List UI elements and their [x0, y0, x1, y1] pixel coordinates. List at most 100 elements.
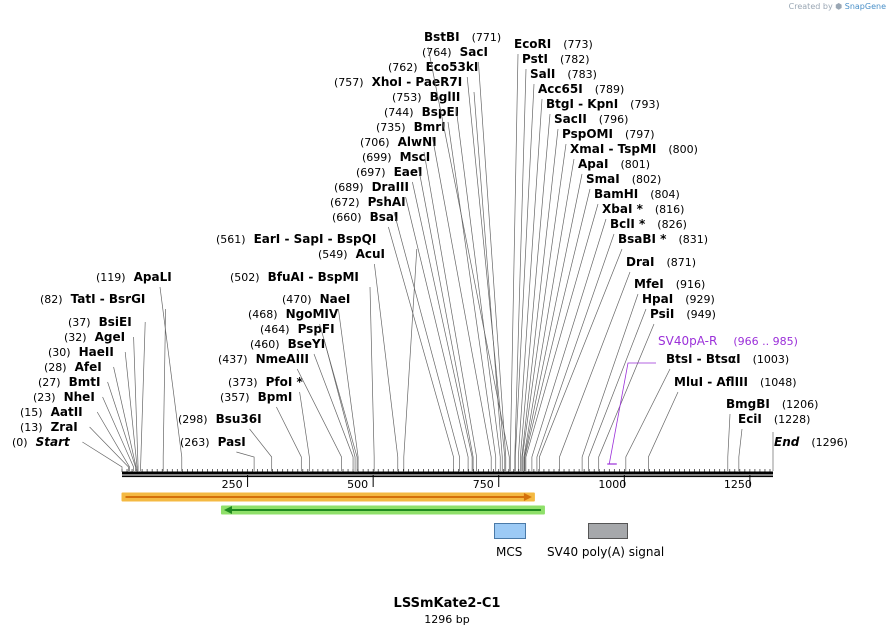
ruler-label-250: 250: [222, 478, 243, 491]
backbone-bottom: [122, 475, 773, 478]
site-connector: [96, 411, 130, 471]
site-afei-28: (28) AfeI: [44, 360, 137, 471]
site-connector: [82, 441, 123, 471]
site-connector: [296, 368, 342, 471]
primer-sv40pa-r: SV40pA-R (966 .. 985): [607, 334, 798, 465]
site-label: (464) PspFI: [260, 322, 335, 336]
site-btgi-793: BtgI - KpnI (793): [519, 97, 660, 471]
site-label: (437) NmeAIII: [218, 352, 309, 366]
site-label: DraI (871): [626, 255, 696, 269]
ruler-label-1000: 1000: [598, 478, 626, 491]
site-end-1296: End (1296): [772, 432, 848, 471]
site-label: (30) HaeII: [48, 345, 114, 359]
site-pasi-263: (263) PasI: [180, 435, 255, 471]
site-connector: [517, 98, 543, 471]
site-connector: [423, 151, 477, 471]
site-connector: [478, 61, 507, 471]
site-connector: [524, 173, 583, 471]
site-connector: [323, 338, 356, 471]
site-connector: [133, 336, 139, 471]
site-bsu36i-298: (298) Bsu36I: [178, 412, 273, 471]
site-connector: [521, 128, 559, 471]
site-label: (502) BfuAI - BspMI: [230, 270, 359, 284]
feature-arrowhead: [223, 506, 232, 514]
site-connector: [102, 396, 134, 471]
site-btsi-1003: BtsI - BtsαI (1003): [625, 352, 789, 471]
site-pspfi-464: (464) PspFI: [260, 322, 356, 471]
site-label: (28) AfeI: [44, 360, 102, 374]
site-connector: [559, 271, 631, 471]
site-eari-561: (561) EarI - SapI - BspQI: [216, 232, 418, 471]
site-connector: [299, 391, 310, 471]
site-label: (549) AcuI: [318, 247, 385, 261]
site-msci-699: (699) MscI: [362, 150, 474, 471]
site-agei-32: (32) AgeI: [64, 330, 139, 471]
site-connector: [427, 46, 510, 471]
site-label: BmgBI (1206): [726, 397, 818, 411]
site-connector: [159, 286, 183, 471]
site-label: SacII (796): [554, 112, 628, 126]
site-label: SmaI (802): [586, 172, 661, 186]
legend-label-mcs: MCS: [496, 545, 523, 559]
legend-swatch-polya: [588, 523, 628, 539]
site-label: (468) NgoMIV: [248, 307, 339, 321]
site-label: (119) ApaLI: [96, 270, 172, 284]
site-label: (735) BmrI: [376, 120, 446, 134]
site-bamhi-804: BamHI (804): [525, 187, 680, 471]
site-drai-871: DraI (871): [559, 255, 696, 471]
site-connector: [648, 391, 679, 471]
primer-label: SV40pA-R (966 .. 985): [658, 334, 798, 348]
site-label: BsaBI * (831): [618, 232, 708, 246]
site-label: SalI (783): [530, 67, 597, 81]
site-connector: [514, 83, 535, 471]
site-connector: [455, 106, 501, 471]
site-connector: [412, 181, 473, 471]
site-aatii-15: (15) AatII: [20, 405, 130, 471]
site-label: (298) Bsu36I: [178, 412, 262, 426]
site-hpai-929: HpaI (929): [588, 292, 715, 471]
site-connector: [519, 113, 551, 471]
feature-lssmkate2: [121, 492, 535, 502]
site-connector: [313, 353, 354, 471]
site-bfuai-502: (502) BfuAI - BspMI: [230, 270, 375, 471]
site-pspomi-797: PspOMI (797): [521, 127, 655, 471]
site-bmri-735: (735) BmrI: [376, 120, 492, 471]
site-naei-470: (470) NaeI: [282, 292, 359, 471]
site-connector: [124, 351, 138, 471]
feature-sv40-ori: [220, 505, 545, 515]
site-label: (757) XhoI - PaeR7I: [334, 75, 462, 89]
site-psii-949: PsiI (949): [598, 307, 716, 471]
site-bmgbi-1206: BmgBI (1206): [726, 397, 818, 471]
site-connector: [432, 136, 492, 471]
site-connector: [393, 211, 460, 471]
site-label: XmaI - TspMI (800): [570, 142, 698, 156]
site-psti-782: PstI (782): [514, 52, 590, 471]
site-connector: [338, 308, 359, 471]
site-connector: [531, 218, 607, 471]
site-connector: [405, 196, 469, 471]
site-sacii-796: SacII (796): [521, 112, 628, 471]
site-bstbi-771: BstBI (771): [424, 30, 510, 471]
site-pshai-672: (672) PshAI: [330, 195, 460, 471]
site-connector: [466, 76, 506, 471]
site-connector: [625, 368, 671, 471]
feature-arrowhead: [523, 493, 532, 501]
site-label: (82) TatI - BsrGI: [40, 292, 145, 306]
site-connector: [276, 406, 302, 471]
site-label: (15) AatII: [20, 405, 83, 419]
site-bsai-660: (660) BsaI: [332, 210, 454, 471]
site-zrai-13: (13) ZraI: [20, 420, 129, 471]
credit-prefix: Created by: [788, 2, 833, 11]
site-connector: [524, 188, 591, 471]
snapgene-credit: Created by ⬢ SnapGene: [789, 2, 886, 11]
site-bsabi-831: BsaBI * (831): [539, 232, 708, 471]
site-label: (23) NheI: [33, 390, 95, 404]
site-label: (660) BsaI: [332, 210, 398, 224]
site-label: MluI - AflIII (1048): [674, 375, 797, 389]
primer-connector: [608, 362, 656, 465]
site-sali-783: SalI (783): [514, 67, 597, 471]
site-label: (373) PfoI *: [228, 375, 303, 389]
site-label: BstBI (771): [424, 30, 501, 44]
site-connector: [536, 233, 615, 471]
